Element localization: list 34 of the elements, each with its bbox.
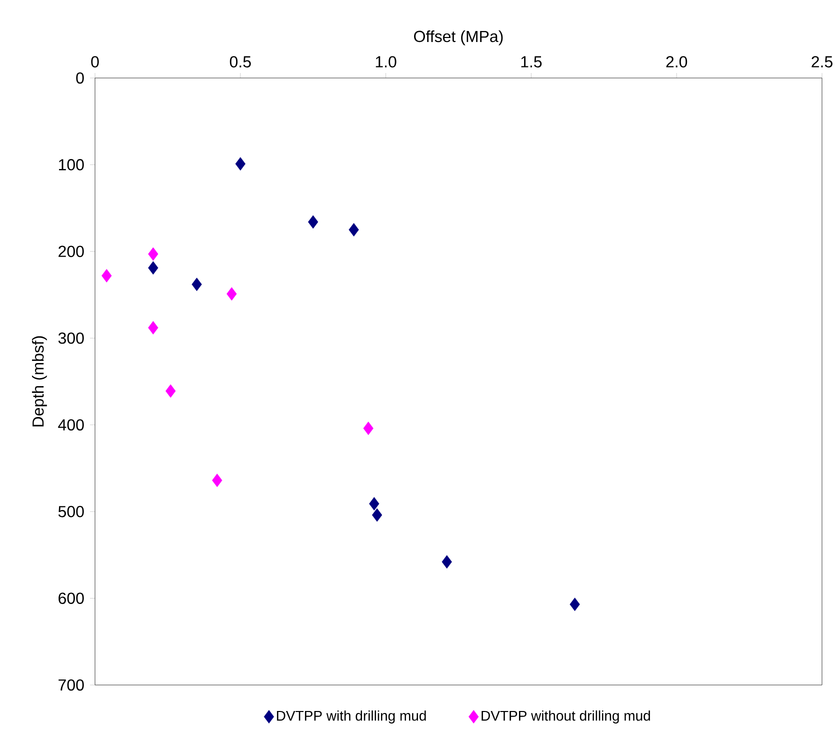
point [442,555,452,569]
y-tick-label: 0 [76,72,84,84]
x-tick-label: 0.5 [230,56,251,68]
point [570,598,580,612]
x-tick-label: 2.5 [812,56,832,68]
x-tick-label: 1.0 [376,56,396,68]
point [348,223,359,236]
y-tick-label: 700 [58,679,84,691]
x-tick-label: 0 [91,56,99,68]
point [226,287,237,301]
point [235,157,246,171]
point [212,474,222,488]
x-axis-title: Offset (MPa) [414,30,503,46]
legend-label: DVTPP without drilling mud [482,710,650,724]
y-tick-label: 500 [58,506,84,518]
point [372,508,382,522]
y-tick-label: 200 [58,246,84,258]
x-tick-label: 1.5 [521,56,542,68]
legend-label: DVTPP with drilling mud [276,710,426,724]
point [369,497,380,510]
y-axis-title: Depth (mbsf) [32,336,47,426]
x-tick-label: 2.0 [666,56,688,68]
point [102,269,112,282]
point [148,321,158,334]
point [308,215,318,229]
y-tick-label: 100 [59,159,84,170]
point [166,384,176,398]
y-tick-label: 600 [58,592,84,604]
point [363,422,374,436]
point [192,278,202,292]
y-tick-label: 300 [58,332,84,344]
point [148,261,158,275]
point [148,247,158,261]
y-tick-label: 400 [58,419,84,431]
